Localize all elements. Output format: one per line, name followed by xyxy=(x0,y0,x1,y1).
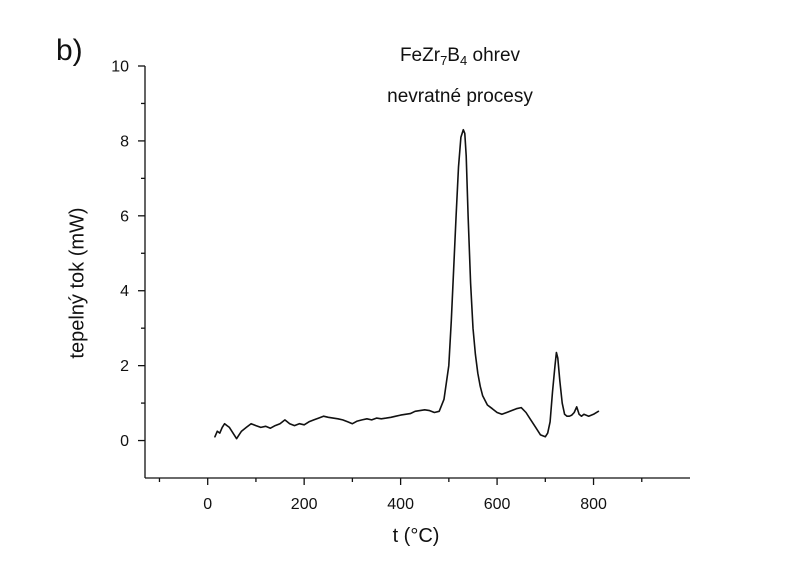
x-axis-label: t (°C) xyxy=(392,525,440,547)
series-layer xyxy=(214,128,600,440)
chart-title: FeZr7B4 ohrev nevratné procesy xyxy=(360,38,560,115)
panel-label: b) xyxy=(56,34,83,67)
x-tick-label: 0 xyxy=(203,496,212,513)
y-tick-label: 4 xyxy=(120,283,129,300)
axes-frame xyxy=(144,66,690,479)
chart-title-line-1: FeZr7B4 ohrev xyxy=(399,45,521,68)
x-tick-label: 600 xyxy=(484,496,511,513)
ticks: 0 200 400 600 800 0 2 4 6 8 10 xyxy=(111,59,643,513)
series-line-1 xyxy=(214,128,600,440)
x-tick-label: 800 xyxy=(580,496,607,513)
x-tick-label: 200 xyxy=(291,496,318,513)
y-tick-label: 0 xyxy=(120,433,129,450)
y-axis-label: tepelný tok (mW) xyxy=(66,207,89,359)
y-tick-label: 6 xyxy=(120,208,129,225)
chart-title-line-2: nevratné procesy xyxy=(387,86,533,107)
y-tick-label: 10 xyxy=(111,59,129,76)
x-tick-label: 400 xyxy=(387,496,414,513)
y-tick-label: 2 xyxy=(120,358,129,375)
y-tick-label: 8 xyxy=(120,133,129,150)
